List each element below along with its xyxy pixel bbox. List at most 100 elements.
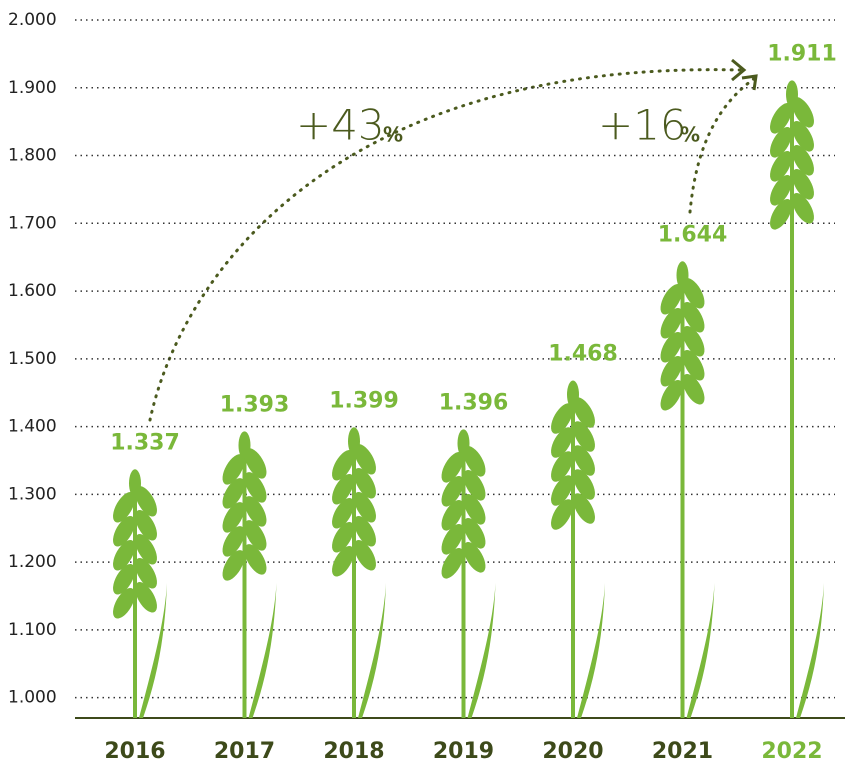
kernel — [354, 444, 376, 475]
kernel — [682, 373, 705, 405]
wheat-stalk — [222, 431, 277, 718]
wheat-stalk — [113, 469, 167, 718]
kernel — [463, 446, 486, 477]
x-tick-label: 2020 — [542, 739, 603, 764]
kernel — [354, 492, 376, 523]
kernel — [113, 492, 135, 523]
kernel — [660, 331, 683, 363]
growth-arrow — [688, 76, 757, 214]
kernel — [244, 520, 267, 551]
kernel — [660, 307, 683, 339]
kernel — [573, 445, 595, 476]
kernel — [244, 472, 267, 503]
value-label: 1.644 — [658, 222, 728, 247]
wheat-stalk — [551, 380, 605, 718]
value-label: 1.396 — [439, 390, 509, 415]
kernel — [441, 500, 464, 531]
wheat-stalk — [332, 427, 386, 718]
kernel — [441, 476, 464, 507]
kernel — [792, 145, 814, 176]
y-tick-label: 1.600 — [8, 281, 57, 301]
kernel — [332, 450, 354, 481]
annotation: +16 — [598, 101, 687, 150]
kernel — [354, 516, 376, 547]
kernel — [135, 510, 157, 541]
kernel — [792, 193, 814, 224]
y-tick-label: 1.400 — [8, 417, 57, 437]
value-label: 1.337 — [110, 430, 180, 455]
kernel — [660, 283, 683, 315]
kernel — [354, 468, 376, 499]
y-tick-label: 1.100 — [8, 620, 57, 640]
kernel — [682, 301, 705, 333]
value-label: 1.911 — [767, 41, 837, 66]
kernel — [770, 151, 792, 182]
kernel — [354, 540, 376, 571]
kernel — [332, 546, 354, 577]
kernel — [682, 277, 705, 309]
x-tick-label: 2016 — [104, 739, 165, 764]
x-tick-label: 2017 — [214, 739, 275, 764]
kernel — [135, 486, 157, 517]
kernel — [244, 544, 267, 575]
x-tick-label: 2019 — [433, 739, 494, 764]
kernel — [463, 470, 486, 501]
x-tick-label: 2022 — [761, 739, 822, 764]
annotation-unit: % — [680, 123, 700, 147]
kernel — [573, 397, 595, 428]
kernel — [551, 475, 573, 506]
kernel — [770, 199, 792, 230]
kernel — [463, 494, 486, 525]
kernel — [770, 103, 792, 134]
leaf — [796, 583, 824, 718]
kernel — [792, 169, 814, 200]
kernel — [792, 121, 814, 152]
kernel — [332, 498, 354, 529]
x-tick-label: 2018 — [323, 739, 384, 764]
value-label: 1.399 — [329, 388, 399, 413]
kernel — [135, 558, 157, 589]
kernel — [682, 349, 705, 381]
kernel — [770, 175, 792, 206]
kernel — [222, 526, 245, 557]
y-tick-label: 2.000 — [8, 10, 57, 30]
value-label: 1.468 — [548, 342, 618, 367]
kernel — [222, 502, 245, 533]
kernel — [135, 582, 157, 613]
kernel — [551, 427, 573, 458]
kernel — [244, 496, 267, 527]
y-tick-label: 1.700 — [8, 213, 57, 233]
kernel — [113, 540, 135, 571]
kernel — [113, 516, 135, 547]
kernel — [441, 452, 464, 483]
wheat-stalk — [770, 80, 824, 718]
kernel — [222, 454, 245, 485]
kernel — [682, 325, 705, 357]
kernel — [222, 478, 245, 509]
arrow-head — [731, 58, 747, 82]
kernel — [551, 499, 573, 530]
kernel — [551, 403, 573, 434]
growth-arrow — [148, 68, 742, 422]
arrow-head — [741, 74, 758, 91]
kernel — [660, 355, 683, 387]
value-label: 1.393 — [220, 392, 290, 417]
kernel — [573, 469, 595, 500]
kernel — [463, 542, 486, 573]
kernel — [113, 564, 135, 595]
annotation: +43 — [296, 101, 385, 150]
y-tick-label: 1.000 — [8, 688, 57, 708]
annotation-unit: % — [383, 123, 403, 147]
leaf — [686, 583, 715, 718]
y-tick-label: 1.800 — [8, 146, 57, 166]
kernel — [222, 550, 245, 581]
kernel — [135, 534, 157, 565]
x-tick-label: 2021 — [652, 739, 713, 764]
kernel — [332, 474, 354, 505]
kernel — [660, 379, 683, 411]
kernel — [551, 451, 573, 482]
kernel — [332, 522, 354, 553]
kernel — [792, 97, 814, 128]
kernel — [573, 421, 595, 452]
